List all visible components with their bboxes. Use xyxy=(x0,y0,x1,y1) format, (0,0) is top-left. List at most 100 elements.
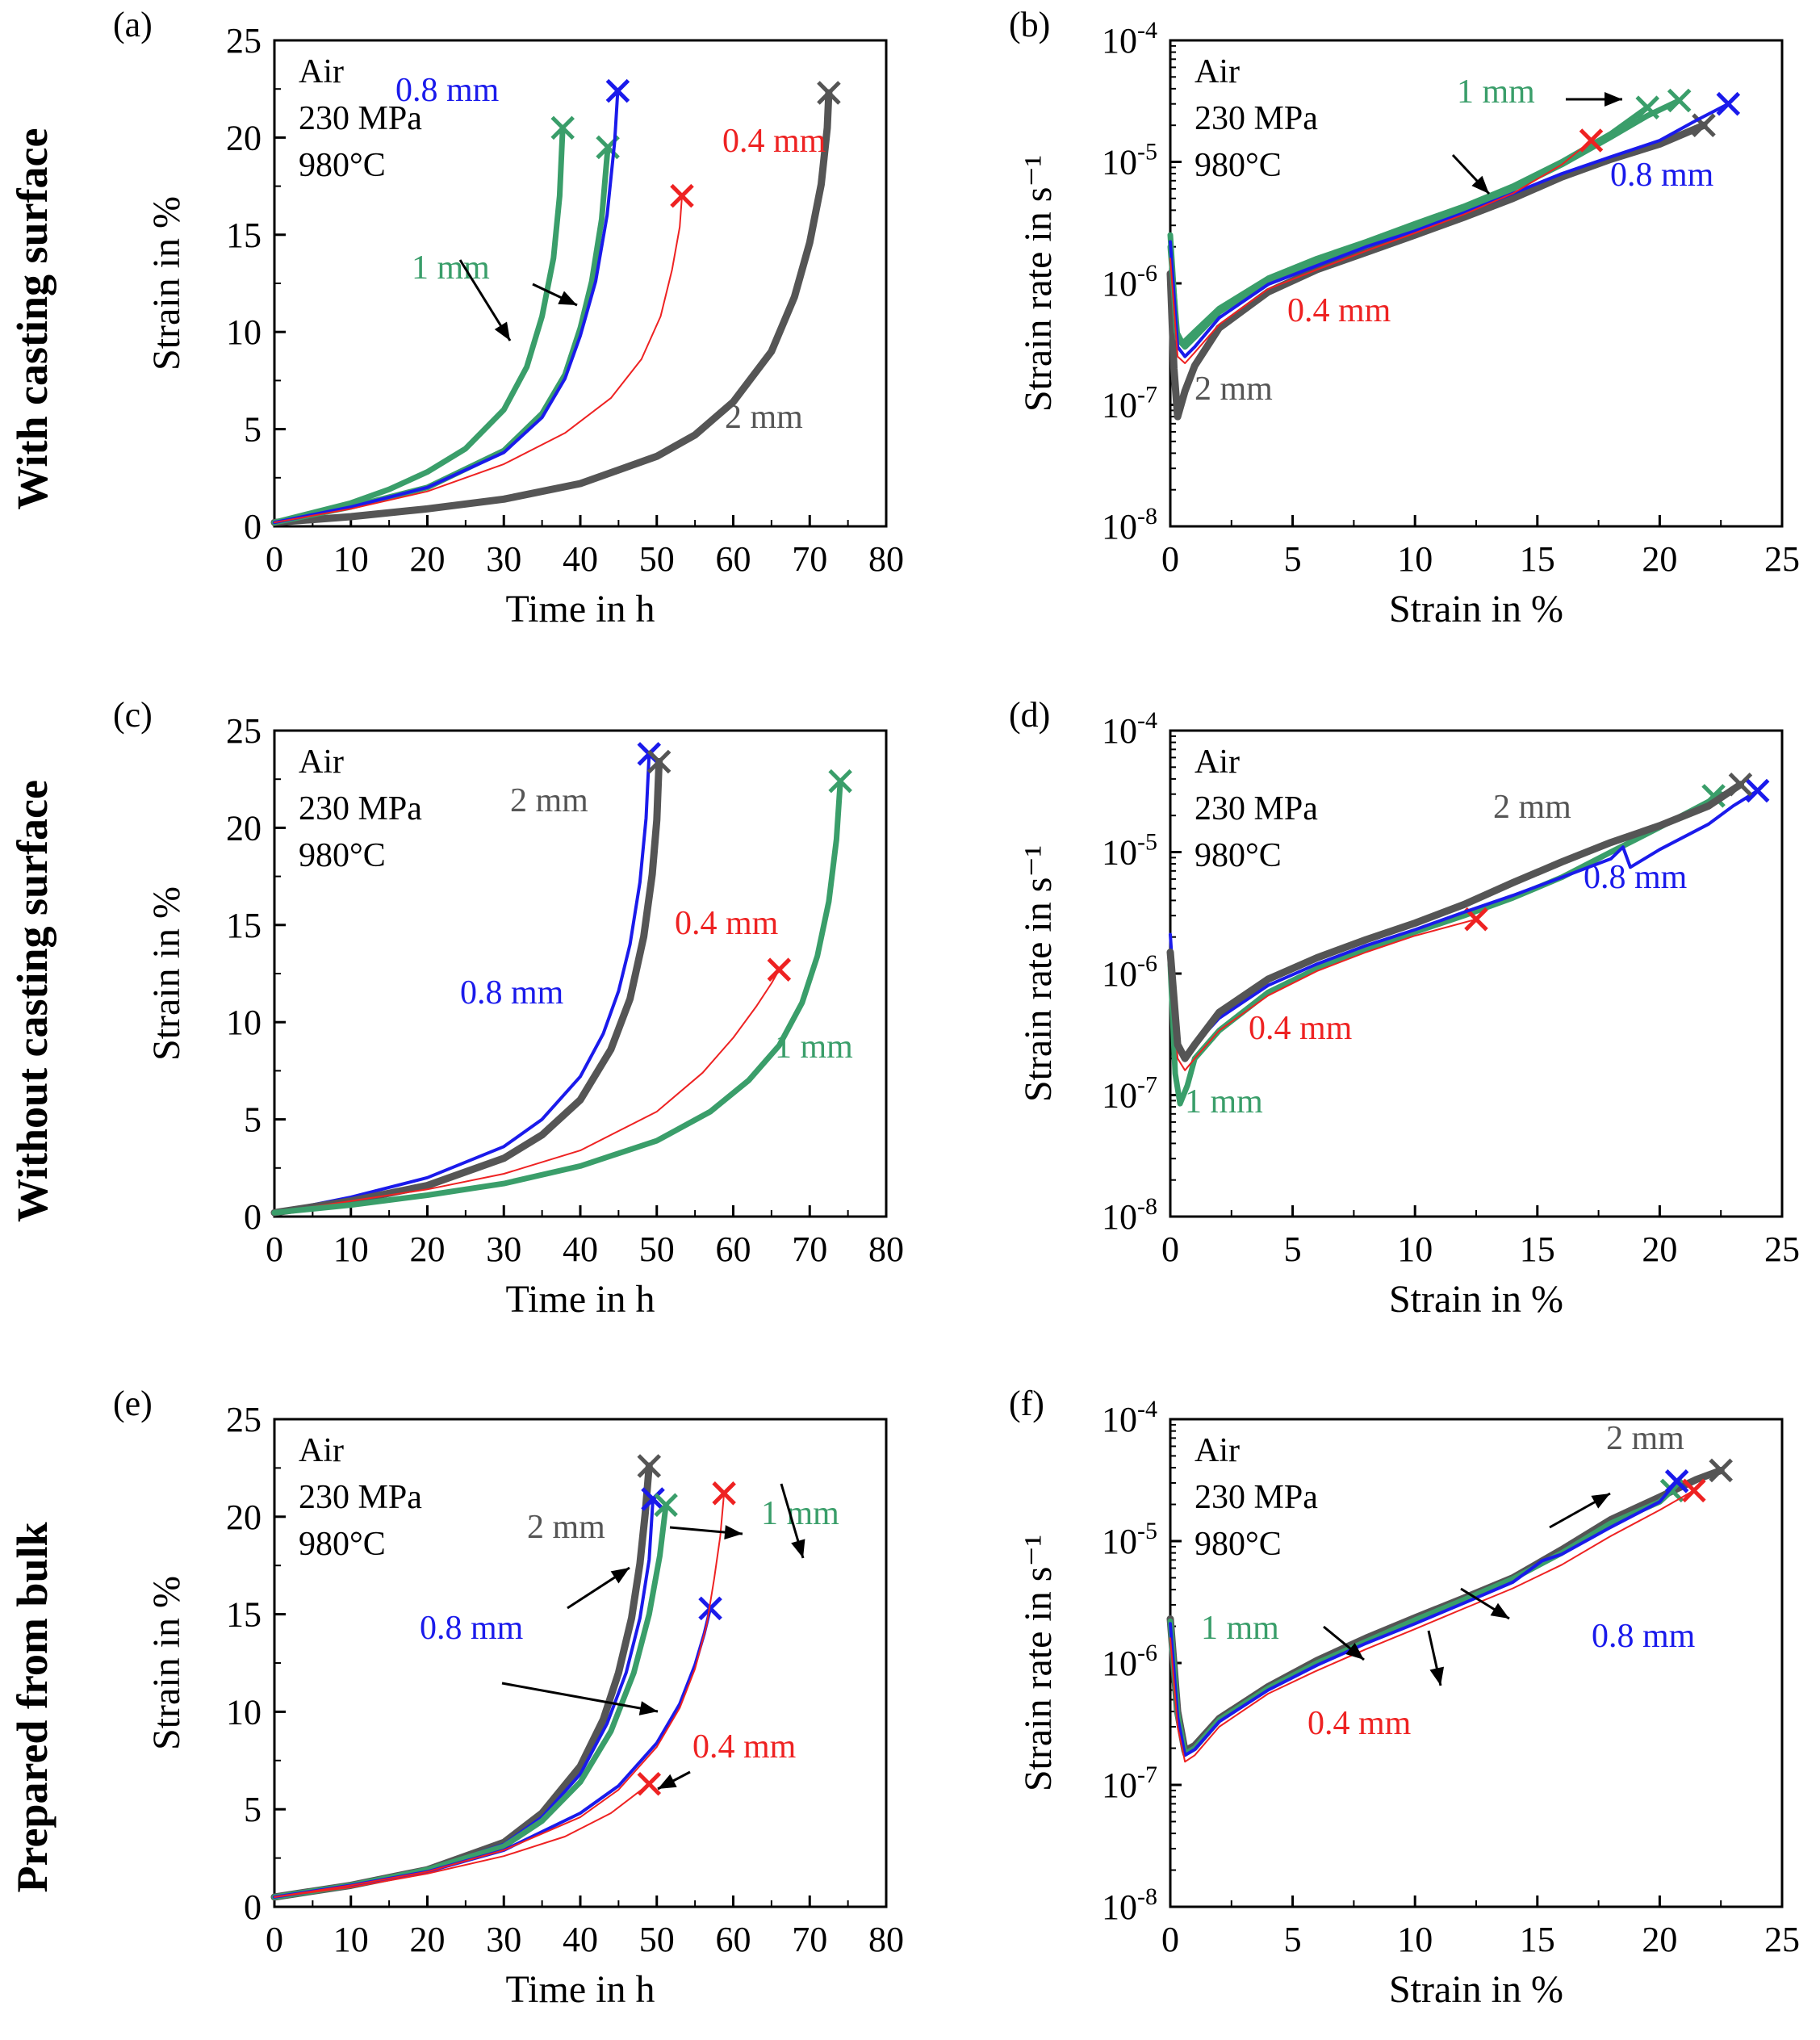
test-condition: Air xyxy=(299,53,344,90)
curve-label: 1 mm xyxy=(1201,1610,1279,1647)
series-line-1mm xyxy=(271,124,566,526)
y-tick-label: 10 xyxy=(226,1692,261,1732)
y-tick-label: 10 xyxy=(226,1003,261,1042)
x-tick-label: 10 xyxy=(1397,1229,1433,1269)
x-tick-label: 0 xyxy=(266,539,283,579)
curve-label: 1 mm xyxy=(412,249,490,287)
test-condition: 980°C xyxy=(1195,837,1282,874)
series-line-04mm xyxy=(274,195,683,524)
x-tick-label: 20 xyxy=(1642,1229,1677,1269)
x-tick-label: 0 xyxy=(266,1229,283,1269)
rupture-marker xyxy=(1682,1478,1706,1503)
rupture-marker xyxy=(670,183,694,208)
x-axis-label: Time in h xyxy=(506,588,655,630)
x-tick-label: 20 xyxy=(410,1229,446,1269)
x-tick-label: 60 xyxy=(716,539,751,579)
x-tick-label: 70 xyxy=(792,1920,827,1959)
curve-label: 0.8 mm xyxy=(1610,157,1714,194)
x-tick-label: 80 xyxy=(868,1920,904,1959)
series-line-04mm xyxy=(274,1782,651,1898)
test-condition: Air xyxy=(299,744,344,781)
rupture-marker xyxy=(1716,91,1741,116)
x-tick-label: 30 xyxy=(486,1920,521,1959)
curve-label: 1 mm xyxy=(775,1028,853,1066)
y-tick-label: 10-4 xyxy=(1102,17,1157,61)
x-tick-label: 15 xyxy=(1520,1920,1555,1959)
curve-label: 1 mm xyxy=(1185,1083,1263,1121)
test-condition: 230 MPa xyxy=(299,790,422,827)
y-tick-label: 25 xyxy=(226,1400,261,1439)
x-tick-label: 60 xyxy=(716,1920,751,1959)
row-label-without-casting-surface: Without casting surface xyxy=(8,780,56,1222)
panel-label: (e) xyxy=(113,1384,153,1423)
rupture-marker xyxy=(654,1493,678,1518)
rupture-marker xyxy=(1709,1458,1733,1483)
panel-label: (f) xyxy=(1009,1384,1044,1423)
y-tick-label: 10-4 xyxy=(1102,707,1157,751)
x-tick-label: 20 xyxy=(1642,539,1677,579)
test-condition: 980°C xyxy=(299,1526,386,1563)
rupture-marker xyxy=(1745,778,1770,803)
x-tick-label: 50 xyxy=(639,539,675,579)
y-tick-label: 0 xyxy=(244,1197,261,1237)
x-tick-label: 30 xyxy=(486,539,521,579)
row-label-with-casting-surface: With casting surface xyxy=(8,128,56,510)
y-tick-label: 15 xyxy=(226,906,261,945)
test-condition: 230 MPa xyxy=(299,100,422,137)
rupture-marker xyxy=(605,78,630,103)
x-tick-label: 20 xyxy=(410,1920,446,1959)
rupture-marker xyxy=(637,1454,662,1478)
x-tick-label: 20 xyxy=(1642,1920,1677,1959)
panel-label: (c) xyxy=(113,695,153,735)
x-tick-label: 40 xyxy=(563,539,598,579)
test-condition: Air xyxy=(1195,744,1240,781)
series-line-2mm xyxy=(1166,781,1744,1062)
rupture-marker xyxy=(641,1487,665,1511)
y-tick-label: 10-7 xyxy=(1102,1761,1157,1805)
x-axis-label: Time in h xyxy=(506,1278,655,1321)
test-condition: Air xyxy=(299,1432,344,1469)
arrow-head xyxy=(494,321,510,341)
y-tick-label: 10-4 xyxy=(1102,1396,1157,1439)
x-tick-label: 0 xyxy=(1161,539,1179,579)
series-line-1mm xyxy=(1167,791,1724,1107)
series-line-08mm xyxy=(273,89,620,525)
y-tick-label: 10-8 xyxy=(1102,503,1157,547)
curve-label: 0.4 mm xyxy=(1287,292,1391,329)
x-tick-label: 40 xyxy=(563,1229,598,1269)
arrow-head xyxy=(724,1525,743,1540)
rupture-marker xyxy=(1692,113,1716,137)
rupture-marker xyxy=(550,115,575,140)
x-tick-label: 10 xyxy=(333,1920,369,1959)
curve-label: 2 mm xyxy=(725,399,803,436)
curve-label: 0.4 mm xyxy=(692,1728,797,1766)
x-tick-label: 50 xyxy=(639,1920,675,1959)
series-line-04mm xyxy=(1169,140,1592,364)
y-tick-label: 5 xyxy=(244,1790,261,1829)
series-line-1mm xyxy=(271,778,843,1216)
arrow-head xyxy=(1490,1602,1509,1619)
x-tick-label: 0 xyxy=(266,1920,283,1959)
curve-label: 0.8 mm xyxy=(460,974,564,1012)
x-tick-label: 10 xyxy=(1397,1920,1433,1959)
x-axis-label: Strain in % xyxy=(1389,588,1563,630)
annotation-arrow xyxy=(501,1682,659,1713)
curve-label: 2 mm xyxy=(1606,1420,1684,1457)
y-axis-label: Strain in % xyxy=(145,1576,188,1750)
x-axis-label: Strain in % xyxy=(1389,1278,1563,1321)
rupture-marker xyxy=(698,1596,722,1621)
curve-label: 0.4 mm xyxy=(1249,1010,1353,1047)
rupture-marker xyxy=(817,81,841,105)
x-axis-label: Time in h xyxy=(506,1968,655,2011)
test-condition: 230 MPa xyxy=(1195,790,1318,827)
test-condition: 230 MPa xyxy=(1195,100,1318,137)
x-tick-label: 10 xyxy=(1397,539,1433,579)
rupture-marker xyxy=(1728,773,1753,797)
y-axis-label: Strain rate in s⁻¹ xyxy=(1017,845,1060,1102)
x-tick-label: 50 xyxy=(639,1229,675,1269)
y-tick-label: 5 xyxy=(244,410,261,450)
test-condition: 980°C xyxy=(1195,1526,1282,1563)
arrow-head xyxy=(638,1701,658,1715)
test-condition: 980°C xyxy=(299,147,386,184)
